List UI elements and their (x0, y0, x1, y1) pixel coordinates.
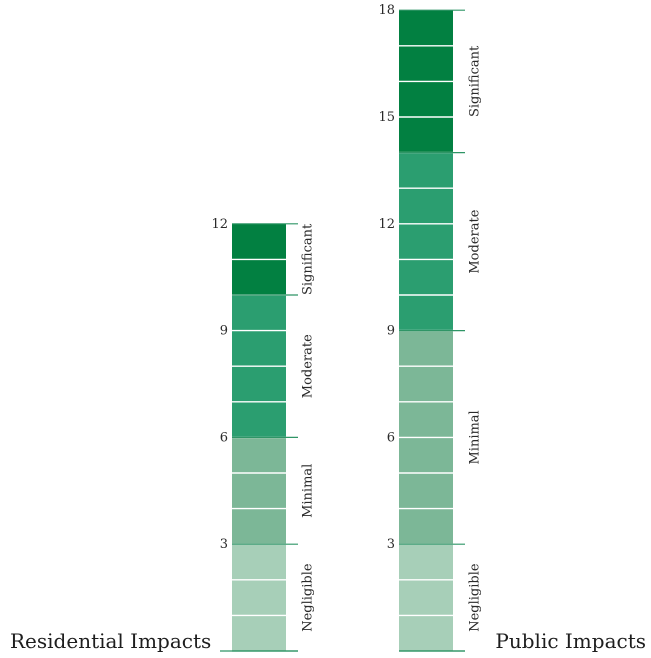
public-band-label-moderate: Moderate (468, 209, 483, 273)
residential-cell-8 (232, 366, 286, 402)
public-cell-3 (399, 544, 453, 580)
public-cell-4 (399, 508, 453, 545)
public-cell-16 (399, 81, 453, 117)
public-cell-8 (399, 366, 453, 402)
public-cell-7 (399, 401, 453, 438)
public-cell-15 (399, 117, 453, 153)
residential-cell-11 (232, 259, 286, 295)
public-impacts-scale: 3 6 9 12 15 18 Negligible Minimal Moderate Signif… (378, 3, 646, 653)
public-band-label-significant: Significant (468, 45, 483, 117)
residential-cell-9 (232, 330, 286, 367)
public-cell-12 (399, 223, 453, 260)
public-cell-18 (399, 10, 453, 46)
public-cell-11 (399, 259, 453, 295)
residential-impacts-title: Residential Impacts (10, 629, 211, 653)
public-tick-label: 9 (387, 324, 395, 339)
public-tick-label: 12 (378, 217, 395, 232)
public-tick-label: 15 (378, 110, 395, 125)
residential-cell-1 (232, 615, 286, 651)
residential-band-label-negligible: Negligible (301, 563, 316, 632)
public-tick-label: 18 (378, 3, 395, 18)
public-cell-5 (399, 473, 453, 509)
residential-tick-label: 12 (211, 217, 228, 232)
public-cell-10 (399, 295, 453, 331)
public-band-label-minimal: Minimal (468, 410, 483, 464)
residential-cell-7 (232, 401, 286, 438)
residential-cell-6 (232, 437, 286, 473)
residential-cell-5 (232, 473, 286, 509)
residential-cell-10 (232, 295, 286, 331)
residential-tick-label: 9 (220, 324, 228, 339)
public-band-label-negligible: Negligible (468, 563, 483, 632)
residential-cell-4 (232, 508, 286, 545)
residential-cell-2 (232, 579, 286, 616)
public-impacts-title: Public Impacts (495, 629, 646, 653)
residential-band-label-minimal: Minimal (301, 464, 316, 518)
public-tick-label: 6 (387, 430, 395, 445)
public-cell-9 (399, 330, 453, 367)
public-cell-13 (399, 188, 453, 224)
public-cell-2 (399, 579, 453, 616)
residential-tick-label: 6 (220, 430, 228, 445)
residential-cell-12 (232, 223, 286, 260)
residential-cell-3 (232, 544, 286, 580)
residential-band-label-moderate: Moderate (301, 334, 316, 398)
public-cell-17 (399, 45, 453, 82)
residential-band-label-significant: Significant (301, 223, 316, 295)
public-cell-14 (399, 152, 453, 189)
public-cell-6 (399, 437, 453, 473)
residential-impacts-scale: 3 6 9 12 Negligible Minimal Moderate Significan… (10, 217, 316, 653)
residential-tick-label: 3 (220, 537, 228, 552)
public-tick-label: 3 (387, 537, 395, 552)
public-cell-1 (399, 615, 453, 651)
